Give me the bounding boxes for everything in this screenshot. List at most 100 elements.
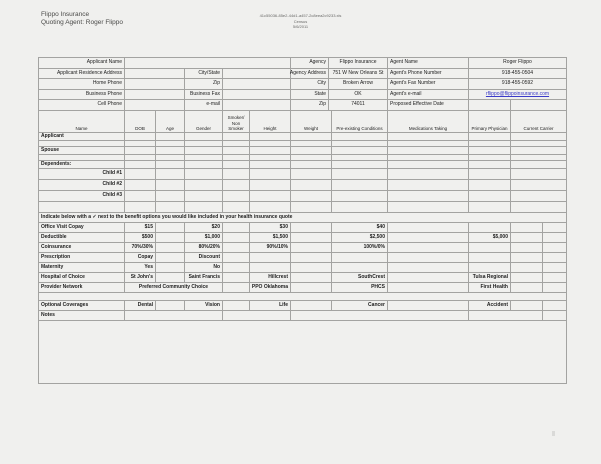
benefit-checkbox-cell[interactable] (223, 273, 250, 283)
benefit-checkbox-cell[interactable] (223, 301, 250, 311)
benefit-checkbox-cell[interactable] (388, 283, 469, 293)
census-cell[interactable] (388, 169, 469, 180)
benefit-checkbox-cell[interactable] (291, 301, 332, 311)
benefit-checkbox-cell[interactable] (223, 243, 250, 253)
census-cell[interactable] (250, 191, 291, 202)
census-cell[interactable] (250, 141, 291, 147)
census-cell[interactable] (223, 133, 250, 141)
census-cell[interactable] (291, 155, 332, 161)
census-cell[interactable] (156, 141, 185, 147)
empty-cell[interactable] (223, 311, 291, 321)
benefit-checkbox-cell[interactable] (291, 223, 332, 233)
benefit-checkbox-cell[interactable] (511, 243, 543, 253)
email-input[interactable] (223, 100, 291, 111)
census-cell[interactable] (156, 133, 185, 141)
census-cell[interactable] (39, 141, 125, 147)
census-cell[interactable] (332, 147, 388, 155)
benefit-checkbox-cell[interactable] (223, 233, 250, 243)
census-cell[interactable] (250, 180, 291, 191)
census-cell[interactable] (332, 191, 388, 202)
benefit-checkbox-cell[interactable] (511, 233, 543, 243)
census-cell[interactable] (332, 155, 388, 161)
cell-phone-input[interactable] (125, 100, 185, 111)
census-cell[interactable] (156, 147, 185, 155)
census-cell[interactable] (125, 202, 156, 213)
census-cell[interactable] (511, 202, 567, 213)
zip-input[interactable] (223, 79, 291, 90)
census-cell[interactable] (469, 169, 511, 180)
benefit-checkbox-cell[interactable] (291, 273, 332, 283)
empty-cell[interactable] (125, 311, 223, 321)
census-cell[interactable] (125, 169, 156, 180)
census-cell[interactable] (125, 161, 156, 169)
benefit-checkbox-cell[interactable] (291, 283, 332, 293)
census-cell[interactable] (291, 202, 332, 213)
census-cell[interactable] (223, 169, 250, 180)
benefit-checkbox-cell[interactable] (291, 243, 332, 253)
census-cell[interactable] (125, 141, 156, 147)
empty-cell[interactable] (469, 311, 543, 321)
census-cell[interactable] (156, 191, 185, 202)
census-cell[interactable] (469, 133, 511, 141)
benefit-checkbox-cell[interactable] (511, 263, 543, 273)
business-phone-input[interactable] (125, 90, 185, 100)
census-cell[interactable] (250, 161, 291, 169)
census-cell[interactable] (332, 161, 388, 169)
benefit-checkbox-cell[interactable] (388, 301, 469, 311)
census-cell[interactable] (511, 191, 567, 202)
benefit-checkbox-cell[interactable] (291, 253, 332, 263)
census-cell[interactable] (185, 155, 223, 161)
census-cell[interactable] (388, 161, 469, 169)
census-cell[interactable] (469, 161, 511, 169)
census-cell[interactable] (511, 147, 567, 155)
census-cell[interactable] (156, 161, 185, 169)
benefit-checkbox-cell[interactable] (223, 253, 250, 263)
benefit-checkbox-cell[interactable] (156, 273, 185, 283)
census-cell[interactable] (291, 133, 332, 141)
benefit-checkbox-cell[interactable] (223, 223, 250, 233)
census-cell[interactable] (125, 180, 156, 191)
benefit-checkbox-cell[interactable] (511, 223, 543, 233)
census-cell[interactable] (469, 202, 511, 213)
city-state-input[interactable] (223, 69, 291, 79)
census-cell[interactable] (156, 202, 185, 213)
benefit-checkbox-cell[interactable] (388, 253, 469, 263)
business-fax-input[interactable] (223, 90, 291, 100)
empty-cell[interactable] (543, 311, 567, 321)
benefit-checkbox-cell[interactable] (156, 233, 185, 243)
census-cell[interactable] (469, 141, 511, 147)
census-cell[interactable] (511, 169, 567, 180)
census-cell[interactable] (250, 133, 291, 141)
notes-area[interactable] (39, 321, 567, 384)
census-cell[interactable] (223, 141, 250, 147)
benefit-checkbox-cell[interactable] (291, 233, 332, 243)
benefit-checkbox-cell[interactable] (388, 263, 469, 273)
applicant-name-input[interactable] (125, 58, 291, 69)
census-cell[interactable] (250, 147, 291, 155)
census-cell[interactable] (185, 133, 223, 141)
benefit-checkbox-cell[interactable] (156, 223, 185, 233)
benefit-checkbox-cell[interactable] (388, 273, 469, 283)
benefit-checkbox-cell[interactable] (156, 253, 185, 263)
empty-cell[interactable] (291, 311, 469, 321)
census-cell[interactable] (511, 133, 567, 141)
benefit-checkbox-cell[interactable] (291, 263, 332, 273)
census-cell[interactable] (469, 147, 511, 155)
census-cell[interactable] (332, 141, 388, 147)
effective-date-input[interactable] (469, 100, 511, 111)
census-cell[interactable] (388, 147, 469, 155)
census-cell[interactable] (291, 147, 332, 155)
agent-email-link[interactable]: rflippo@flippoinsurance.com (485, 90, 550, 97)
census-cell[interactable] (223, 155, 250, 161)
census-cell[interactable] (332, 169, 388, 180)
census-cell[interactable] (250, 169, 291, 180)
census-cell[interactable] (388, 141, 469, 147)
census-cell[interactable] (223, 180, 250, 191)
census-cell[interactable] (332, 133, 388, 141)
census-cell[interactable] (39, 202, 125, 213)
census-cell[interactable] (388, 191, 469, 202)
census-cell[interactable] (511, 155, 567, 161)
census-cell[interactable] (511, 141, 567, 147)
census-cell[interactable] (185, 161, 223, 169)
benefit-checkbox-cell[interactable] (223, 263, 250, 273)
